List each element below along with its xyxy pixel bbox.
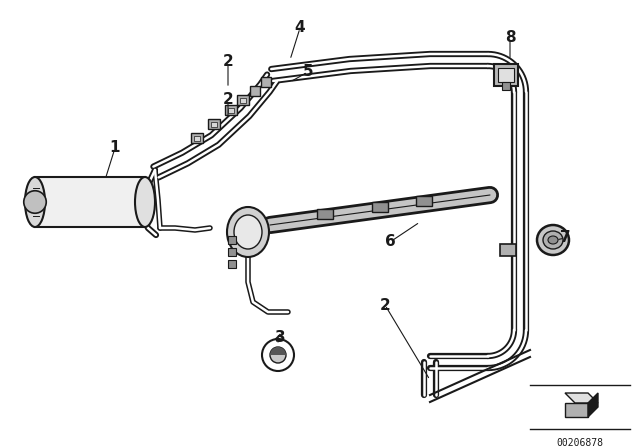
Bar xyxy=(502,82,510,90)
Text: 7: 7 xyxy=(560,231,570,246)
Text: 6: 6 xyxy=(385,234,396,250)
Ellipse shape xyxy=(543,231,563,249)
Ellipse shape xyxy=(548,236,558,244)
Text: 8: 8 xyxy=(505,30,515,46)
Polygon shape xyxy=(588,393,598,417)
Circle shape xyxy=(24,191,46,213)
Polygon shape xyxy=(565,403,588,417)
Ellipse shape xyxy=(25,177,45,227)
Bar xyxy=(211,122,217,127)
Bar xyxy=(416,196,432,206)
Bar xyxy=(240,99,246,103)
Text: 2: 2 xyxy=(380,297,390,313)
Bar xyxy=(372,202,388,212)
Bar xyxy=(228,108,234,113)
Bar xyxy=(191,133,203,143)
Bar xyxy=(250,86,260,96)
Text: 5: 5 xyxy=(303,65,314,79)
Polygon shape xyxy=(565,393,598,403)
Bar xyxy=(228,260,236,268)
Bar xyxy=(317,210,333,220)
Bar xyxy=(237,95,249,105)
Text: 00206878: 00206878 xyxy=(557,438,604,448)
Circle shape xyxy=(270,347,286,363)
Text: 2: 2 xyxy=(223,92,234,108)
Bar xyxy=(35,177,145,227)
Text: 3: 3 xyxy=(275,331,285,345)
Wedge shape xyxy=(270,347,286,355)
Text: 1: 1 xyxy=(109,141,120,155)
Bar xyxy=(228,248,236,256)
Bar xyxy=(500,244,516,256)
Bar xyxy=(228,236,236,244)
Bar xyxy=(498,68,514,82)
Bar xyxy=(261,77,271,87)
Text: 2: 2 xyxy=(223,55,234,69)
Ellipse shape xyxy=(227,207,269,257)
Bar xyxy=(193,136,200,141)
Bar xyxy=(208,119,220,129)
Bar xyxy=(494,64,518,86)
Text: 4: 4 xyxy=(294,21,305,35)
Ellipse shape xyxy=(135,177,155,227)
Ellipse shape xyxy=(537,225,569,255)
Ellipse shape xyxy=(234,215,262,249)
Bar xyxy=(225,105,237,115)
